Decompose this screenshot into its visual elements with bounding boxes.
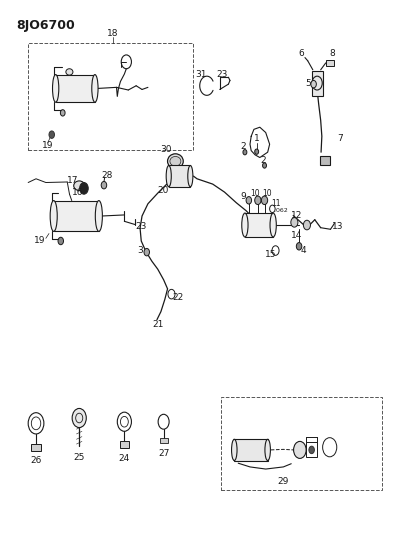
Bar xyxy=(56,75,95,102)
Ellipse shape xyxy=(166,165,171,187)
Circle shape xyxy=(243,150,247,155)
Circle shape xyxy=(101,181,107,189)
Bar xyxy=(31,443,41,451)
Text: 2: 2 xyxy=(240,142,246,151)
Circle shape xyxy=(262,163,266,168)
Circle shape xyxy=(261,196,268,205)
Text: 27: 27 xyxy=(158,449,169,458)
Circle shape xyxy=(72,408,86,427)
Text: 3: 3 xyxy=(138,246,143,255)
Circle shape xyxy=(294,441,306,458)
Circle shape xyxy=(58,237,63,245)
Bar xyxy=(28,43,193,150)
Ellipse shape xyxy=(50,200,57,231)
Bar xyxy=(120,441,129,448)
Bar xyxy=(320,156,330,165)
Circle shape xyxy=(303,220,310,230)
Text: 10: 10 xyxy=(262,189,272,198)
Text: 12: 12 xyxy=(292,211,303,220)
Text: 22: 22 xyxy=(173,293,184,302)
Ellipse shape xyxy=(242,213,248,237)
Ellipse shape xyxy=(92,75,98,102)
Circle shape xyxy=(311,80,316,88)
Ellipse shape xyxy=(74,181,85,190)
Ellipse shape xyxy=(265,439,270,461)
Text: 8: 8 xyxy=(329,50,335,58)
Text: 31: 31 xyxy=(195,70,207,78)
Text: 26: 26 xyxy=(30,456,42,465)
Text: 11: 11 xyxy=(271,199,280,208)
Text: 14: 14 xyxy=(292,231,303,240)
Circle shape xyxy=(255,196,261,205)
Text: 4: 4 xyxy=(300,246,306,255)
Text: 24: 24 xyxy=(119,455,130,463)
Bar xyxy=(306,442,317,457)
Circle shape xyxy=(291,217,298,227)
Text: 15: 15 xyxy=(265,250,277,259)
Circle shape xyxy=(80,182,88,194)
Bar xyxy=(234,439,268,461)
Text: 18: 18 xyxy=(107,29,118,38)
Circle shape xyxy=(309,446,314,454)
Bar xyxy=(312,71,323,96)
Circle shape xyxy=(60,110,65,116)
Circle shape xyxy=(255,149,258,155)
Text: 10: 10 xyxy=(250,189,260,198)
Circle shape xyxy=(49,131,54,139)
Text: 8JO6700: 8JO6700 xyxy=(17,19,75,33)
Bar xyxy=(326,60,334,66)
Text: 23: 23 xyxy=(217,70,228,78)
Text: 16: 16 xyxy=(72,188,84,197)
Text: 13: 13 xyxy=(332,222,343,231)
Ellipse shape xyxy=(52,75,59,102)
Text: 30: 30 xyxy=(160,145,171,154)
Bar xyxy=(160,438,167,443)
Ellipse shape xyxy=(95,200,102,231)
Text: 5: 5 xyxy=(305,78,310,87)
Text: .062: .062 xyxy=(275,208,288,213)
Text: 7: 7 xyxy=(337,134,343,143)
Text: 19: 19 xyxy=(42,141,54,150)
Text: 2: 2 xyxy=(260,156,266,165)
Ellipse shape xyxy=(270,213,276,237)
Circle shape xyxy=(144,248,149,256)
Text: 1: 1 xyxy=(254,134,260,143)
Text: 6: 6 xyxy=(298,50,304,58)
Circle shape xyxy=(246,197,252,204)
Circle shape xyxy=(296,243,302,250)
Text: 17: 17 xyxy=(67,176,78,185)
Text: 19: 19 xyxy=(34,237,46,246)
Text: 25: 25 xyxy=(74,454,85,463)
Text: 9: 9 xyxy=(240,191,246,200)
Ellipse shape xyxy=(188,165,193,187)
Text: 28: 28 xyxy=(102,171,113,180)
Text: 23: 23 xyxy=(136,222,147,231)
Ellipse shape xyxy=(167,154,183,168)
Bar xyxy=(54,200,99,231)
Ellipse shape xyxy=(170,157,181,166)
Text: 29: 29 xyxy=(278,477,289,486)
Ellipse shape xyxy=(232,439,237,461)
Ellipse shape xyxy=(66,69,73,75)
Bar xyxy=(221,397,381,490)
Text: 20: 20 xyxy=(157,186,169,195)
Text: 21: 21 xyxy=(153,320,164,329)
Bar xyxy=(169,165,190,187)
Bar xyxy=(245,213,273,237)
